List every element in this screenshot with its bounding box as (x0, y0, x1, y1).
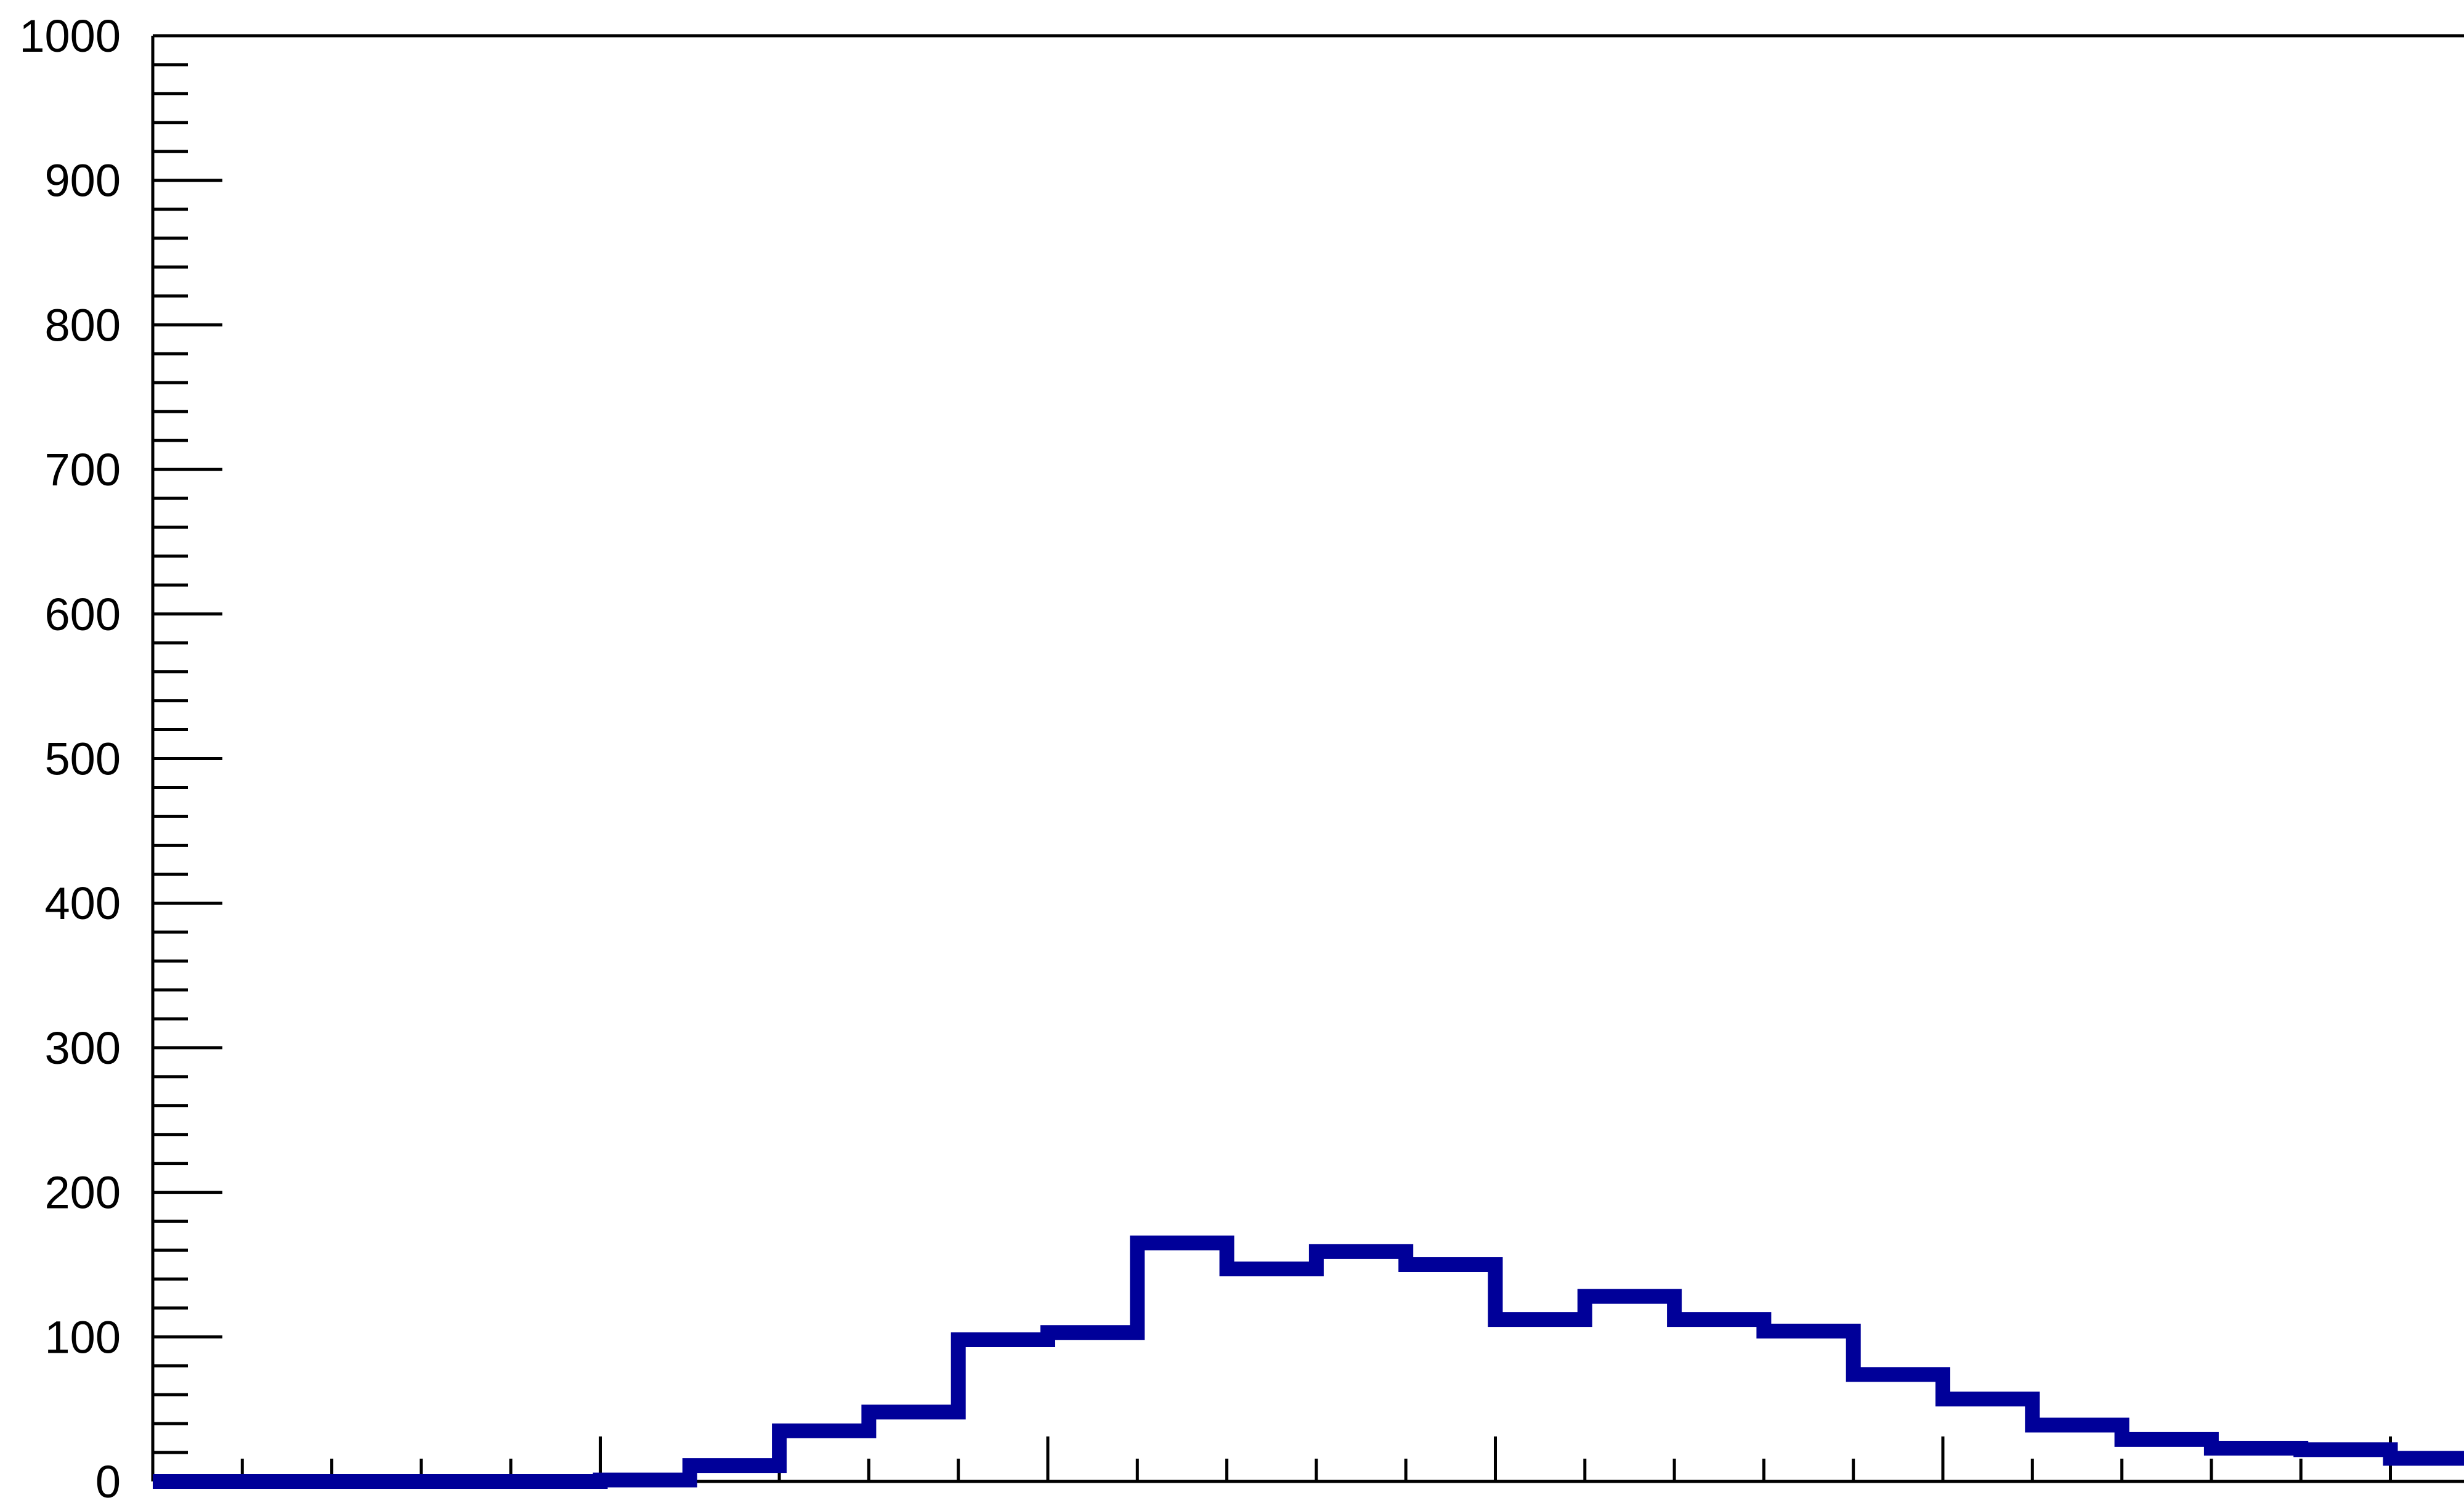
y-tick-label: 900 (45, 155, 121, 206)
y-axis-ticks (153, 34, 222, 1483)
histogram-bin (1137, 1243, 1226, 1481)
histogram-bin (1674, 1319, 1764, 1481)
histogram-bin (1406, 1265, 1495, 1481)
histogram-bin (1764, 1331, 1853, 1481)
y-tick-label: 700 (45, 444, 121, 495)
y-tick-label: 300 (45, 1023, 121, 1074)
y-axis-tick-labels: 0 100 200 300 400 500 600 700 800 900 1000 (19, 10, 121, 1503)
y-tick-label: 600 (45, 589, 121, 640)
histogram-bin (869, 1412, 958, 1481)
histogram-bin (779, 1431, 869, 1481)
y-tick-label: 0 (95, 1456, 121, 1503)
histogram-bin (1316, 1252, 1406, 1481)
y-tick-label: 100 (45, 1311, 121, 1363)
histogram-bin (1585, 1297, 1674, 1481)
histogram-outline (153, 1235, 2464, 1489)
histogram-bin (1496, 1319, 1585, 1481)
y-tick-label: 800 (45, 299, 121, 350)
histogram-bin (1227, 1269, 1316, 1481)
histogram-bin (1048, 1332, 1137, 1481)
histogram-bin (958, 1340, 1048, 1481)
y-tick-label: 400 (45, 878, 121, 929)
y-tick-label: 1000 (19, 10, 121, 62)
histogram-bin (2032, 1425, 2122, 1481)
histogram-bin (1854, 1374, 1943, 1481)
histogram-bin (1943, 1399, 2032, 1481)
y-tick-label: 500 (45, 734, 121, 785)
y-tick-label: 200 (45, 1167, 121, 1218)
